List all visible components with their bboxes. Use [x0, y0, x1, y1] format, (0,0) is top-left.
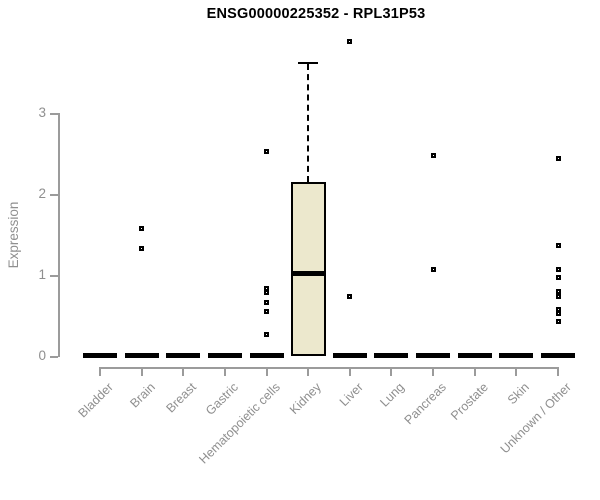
- outlier-point-hematopoietic-cells: [264, 149, 270, 155]
- y-axis-tick: [50, 356, 58, 358]
- collapsed-box-liver: [332, 353, 367, 358]
- outlier-point-unknown-other: [555, 293, 561, 299]
- y-axis-label: Expression: [6, 201, 21, 269]
- y-axis-line: [58, 113, 60, 357]
- outlier-point-hematopoietic-cells: [264, 290, 270, 296]
- outlier-point-hematopoietic-cells: [264, 308, 270, 314]
- x-axis-tick: [265, 367, 268, 376]
- y-axis-tick: [50, 194, 58, 196]
- y-axis-tick: [50, 275, 58, 277]
- x-axis-tick: [348, 367, 351, 376]
- outlier-point-hematopoietic-cells: [264, 300, 270, 306]
- x-axis-tick: [557, 367, 559, 376]
- x-axis-tick: [307, 367, 310, 376]
- box-kidney: [290, 181, 326, 356]
- x-axis-tick: [182, 367, 185, 376]
- outlier-point-unknown-other: [555, 155, 561, 161]
- collapsed-box-gastric: [207, 353, 242, 358]
- chart-title: ENSG00000225352 - RPL31P53: [206, 6, 426, 22]
- outlier-point-brain: [139, 245, 145, 251]
- collapsed-box-brain: [124, 353, 159, 358]
- y-tick-label: 1: [38, 267, 46, 282]
- collapsed-box-hematopoietic-cells: [249, 353, 284, 358]
- x-axis-tick: [390, 367, 393, 376]
- collapsed-box-unknown-other: [541, 353, 575, 358]
- y-tick-label: 0: [38, 348, 46, 363]
- outlier-point-liver: [347, 293, 353, 299]
- x-axis-tick: [99, 367, 101, 376]
- outlier-point-pancreas: [430, 153, 436, 159]
- x-axis-line: [99, 367, 559, 369]
- outlier-point-pancreas: [430, 266, 436, 272]
- outlier-point-unknown-other: [555, 306, 561, 312]
- outlier-point-liver: [347, 39, 353, 45]
- outlier-point-brain: [139, 226, 145, 232]
- collapsed-box-bladder: [83, 353, 117, 358]
- outlier-point-hematopoietic-cells: [264, 331, 270, 337]
- x-axis-tick: [432, 367, 435, 376]
- median-line-kidney: [290, 270, 326, 276]
- outlier-point-unknown-other: [555, 242, 561, 248]
- whisker-line-kidney: [307, 63, 310, 182]
- collapsed-box-skin: [499, 353, 534, 358]
- outlier-point-unknown-other: [555, 311, 561, 317]
- outlier-point-unknown-other: [555, 274, 561, 280]
- collapsed-box-breast: [166, 353, 201, 358]
- outlier-point-unknown-other: [555, 288, 561, 294]
- collapsed-box-lung: [374, 353, 409, 358]
- collapsed-box-prostate: [457, 353, 492, 358]
- x-axis-tick: [473, 367, 476, 376]
- y-tick-label: 3: [38, 105, 46, 120]
- outlier-point-unknown-other: [555, 266, 561, 272]
- x-axis-tick: [223, 367, 226, 376]
- x-axis-tick: [515, 367, 518, 376]
- whisker-cap-kidney: [298, 61, 319, 64]
- outlier-point-unknown-other: [555, 318, 561, 324]
- collapsed-box-pancreas: [416, 353, 451, 358]
- y-tick-label: 2: [38, 186, 46, 201]
- outlier-point-hematopoietic-cells: [264, 286, 270, 292]
- y-axis-tick: [50, 113, 58, 115]
- x-axis-tick: [140, 367, 143, 376]
